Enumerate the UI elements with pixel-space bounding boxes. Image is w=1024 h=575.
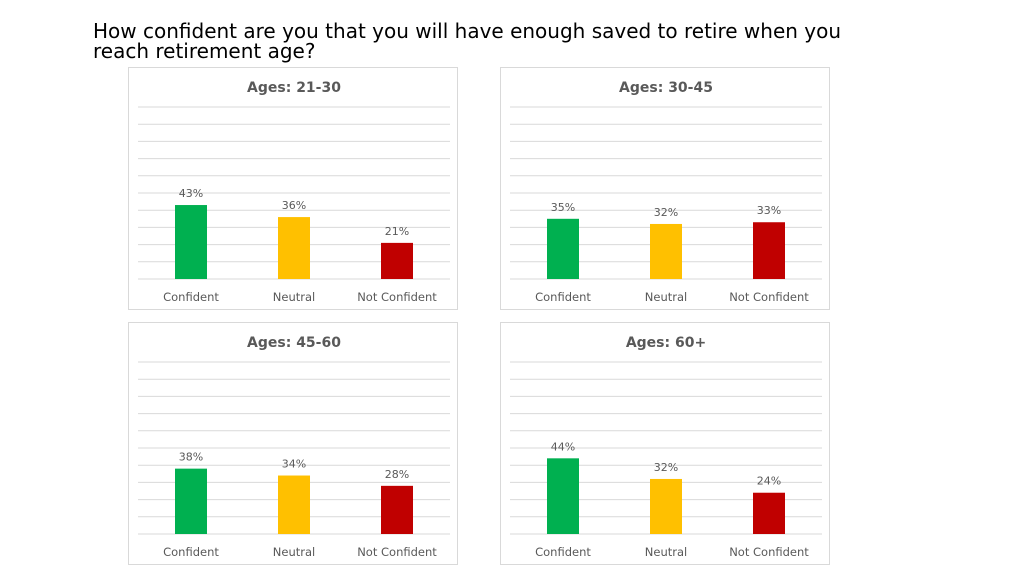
data-label-neutral: 32% — [654, 206, 678, 219]
data-label-not-confident: 24% — [757, 475, 781, 488]
category-label-not-confident: Not Confident — [729, 545, 809, 559]
bar-confident — [547, 458, 579, 534]
data-label-neutral: 34% — [282, 458, 306, 471]
bar-not-confident — [753, 492, 785, 534]
chart-panel-ages-30-45: Ages: 30-45 35% Confident 32% Neutral 33% Not … — [500, 67, 830, 310]
category-label-confident: Confident — [535, 290, 591, 304]
chart-panel-ages-45-60: Ages: 45-60 38% Confident 34% Neutral 28% Not … — [128, 322, 458, 565]
bar-neutral — [650, 223, 682, 279]
bar-not-confident — [381, 242, 413, 279]
data-label-confident: 35% — [551, 201, 575, 214]
chart-panel-ages-60-plus: Ages: 60+ 44% Confident 32% Neutral 24% Not Co… — [500, 322, 830, 565]
category-label-neutral: Neutral — [645, 290, 687, 304]
category-label-neutral: Neutral — [645, 545, 687, 559]
category-label-confident: Confident — [163, 545, 219, 559]
category-label-confident: Confident — [535, 545, 591, 559]
chart-ages-60-plus: Ages: 60+ 44% Confident 32% Neutral 24% Not Co… — [510, 335, 822, 559]
data-label-neutral: 36% — [282, 199, 306, 212]
chart-title: Ages: 21-30 — [247, 80, 341, 96]
chart-title: Ages: 30-45 — [619, 80, 713, 96]
bar-confident — [547, 218, 579, 279]
chart-ages-30-45: Ages: 30-45 35% Confident 32% Neutral 33% Not … — [510, 80, 822, 304]
chart-panel-ages-21-30: Ages: 21-30 43% Confident 36% Neutral 21% Not … — [128, 67, 458, 310]
chart-ages-21-30: Ages: 21-30 43% Confident 36% Neutral 21% Not … — [138, 80, 450, 304]
data-label-confident: 44% — [551, 440, 575, 453]
category-label-not-confident: Not Confident — [729, 290, 809, 304]
bar-neutral — [650, 478, 682, 534]
category-label-not-confident: Not Confident — [357, 545, 437, 559]
data-label-neutral: 32% — [654, 461, 678, 474]
bar-confident — [175, 468, 207, 534]
category-label-confident: Confident — [163, 290, 219, 304]
category-label-neutral: Neutral — [273, 545, 315, 559]
data-label-not-confident: 33% — [757, 204, 781, 217]
category-label-not-confident: Not Confident — [357, 290, 437, 304]
chart-title: Ages: 60+ — [626, 335, 706, 351]
bar-not-confident — [381, 485, 413, 534]
slide-title: How confident are you that you will have… — [93, 19, 842, 63]
chart-ages-45-60: Ages: 45-60 38% Confident 34% Neutral 28% Not … — [138, 335, 450, 559]
chart-title: Ages: 45-60 — [247, 335, 341, 351]
bar-neutral — [278, 475, 310, 534]
data-label-not-confident: 21% — [385, 225, 409, 238]
bar-not-confident — [753, 222, 785, 279]
data-label-confident: 38% — [179, 451, 203, 464]
category-label-neutral: Neutral — [273, 290, 315, 304]
data-label-not-confident: 28% — [385, 468, 409, 481]
data-label-confident: 43% — [179, 187, 203, 200]
bar-neutral — [278, 217, 310, 279]
bar-confident — [175, 205, 207, 279]
